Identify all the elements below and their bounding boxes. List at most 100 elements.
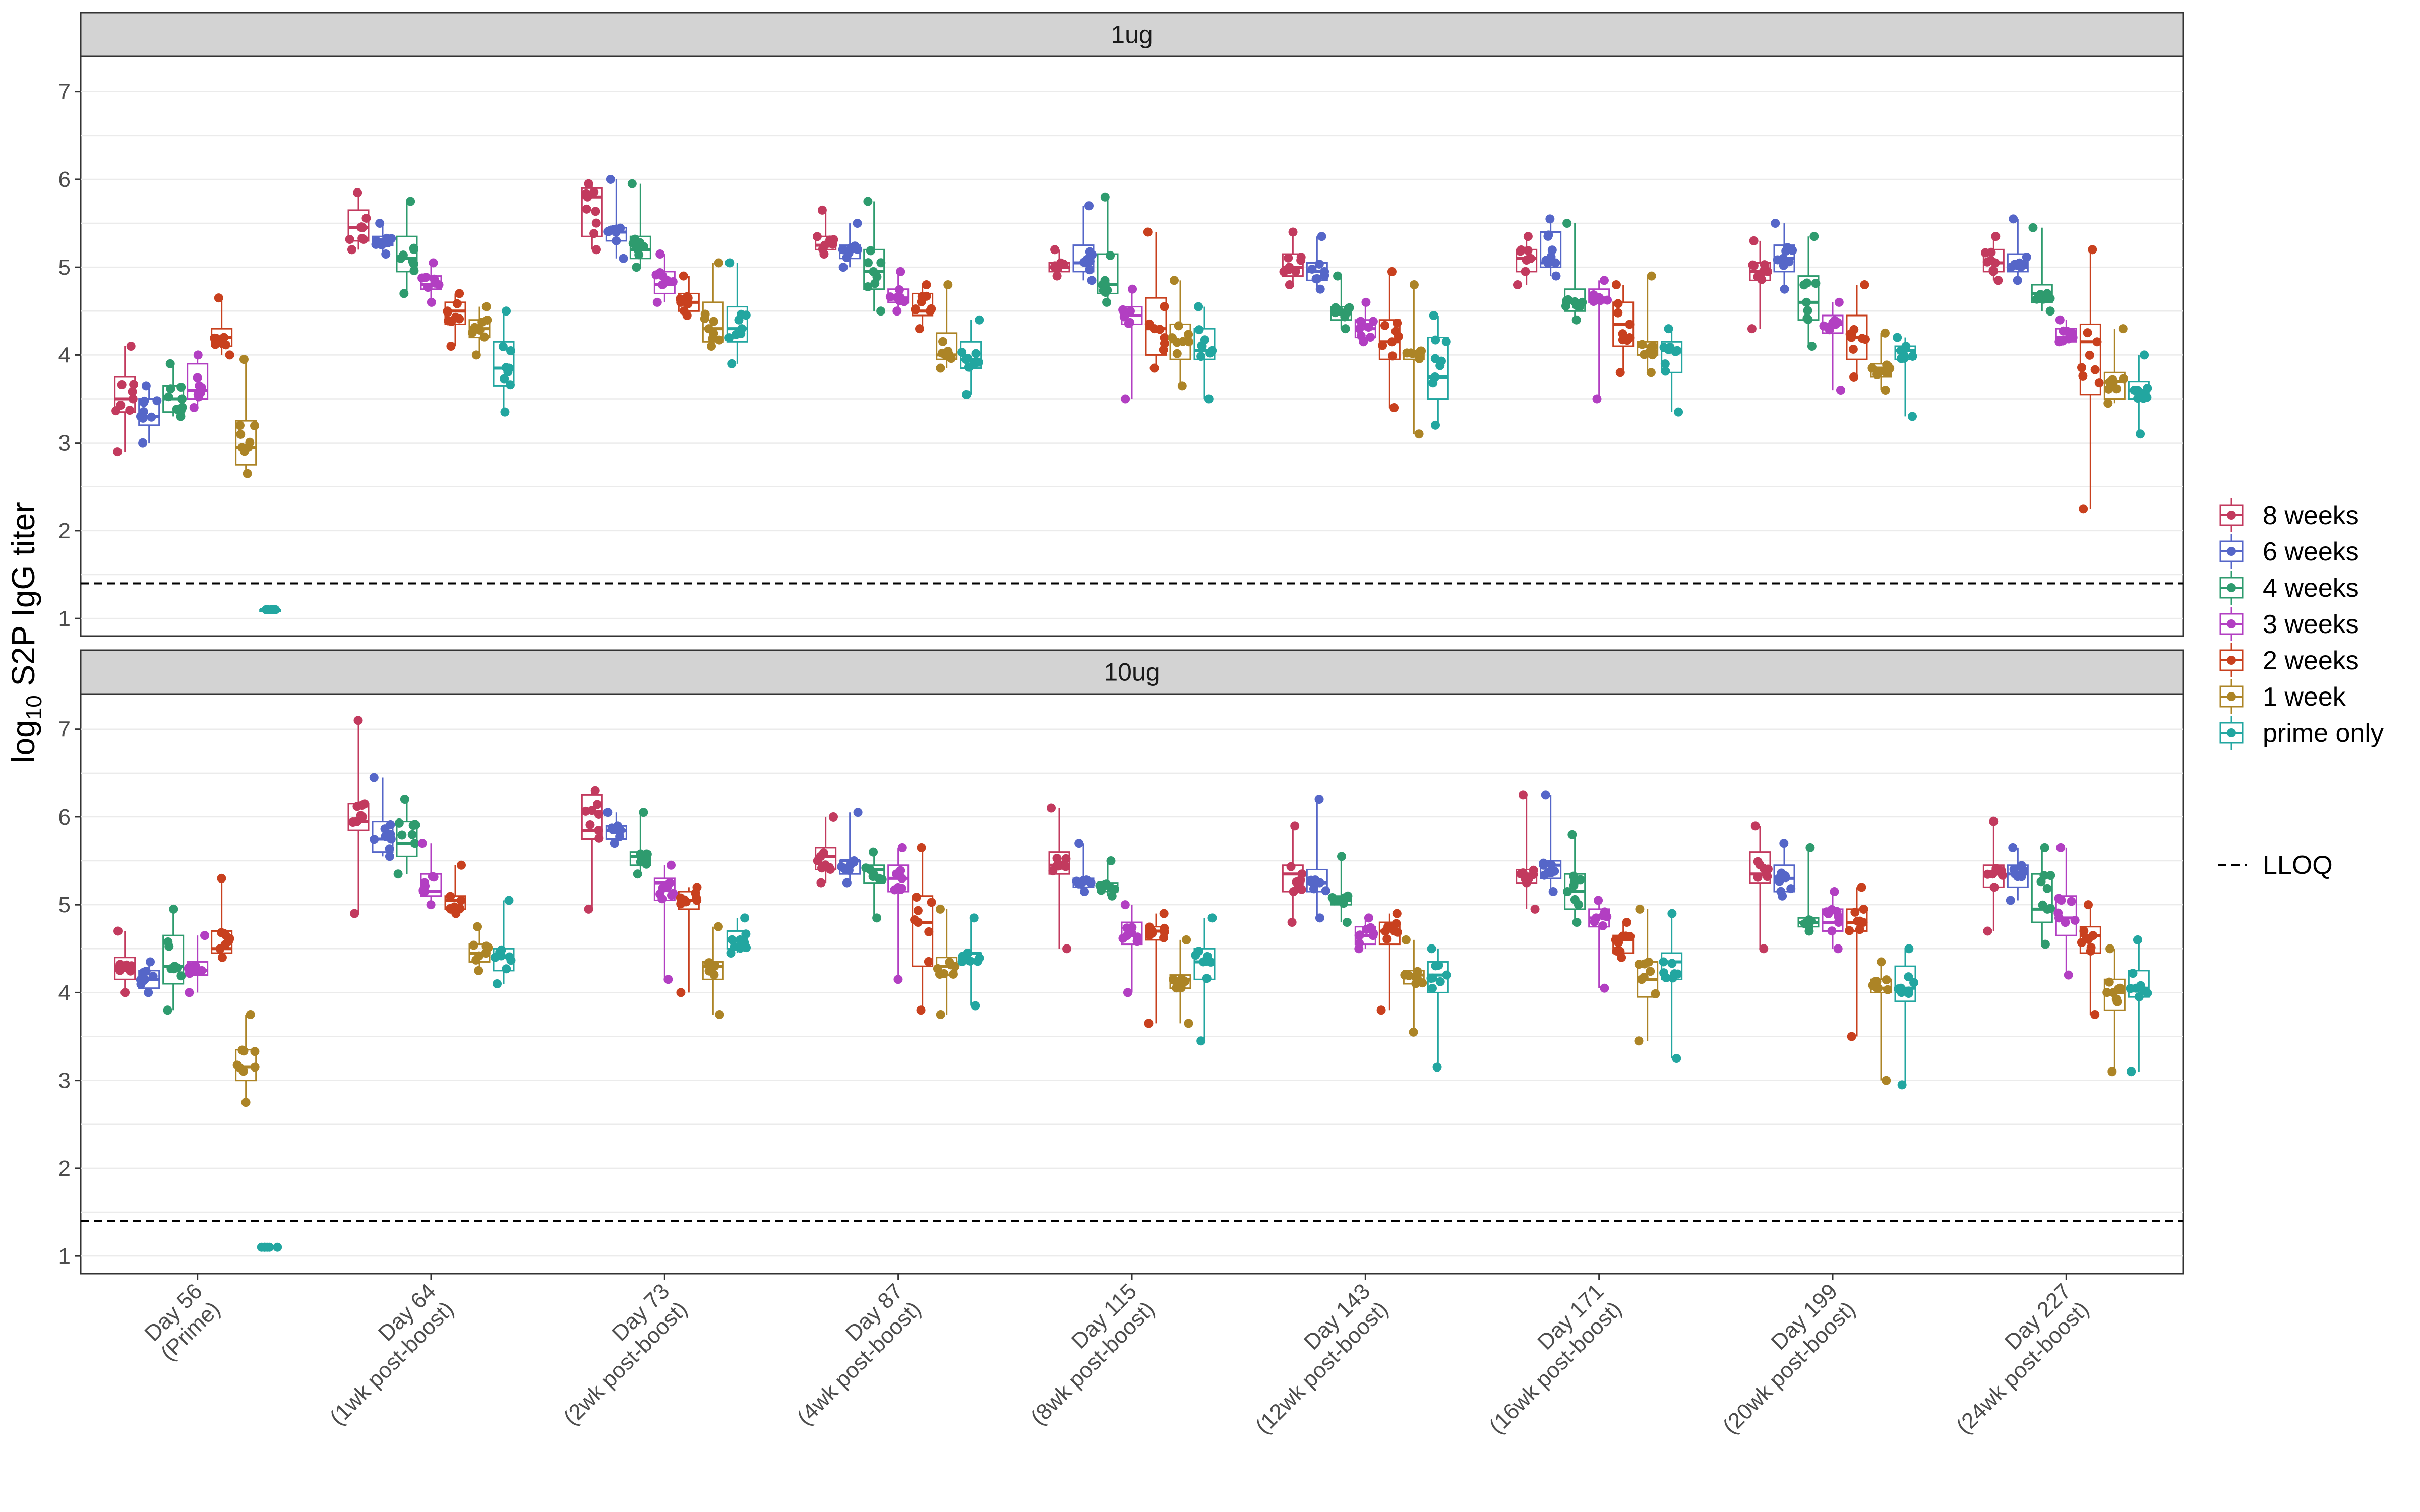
box-2-weeks xyxy=(1143,227,1169,373)
data-point xyxy=(451,312,460,322)
data-point xyxy=(1521,267,1530,276)
legend-label: 1 week xyxy=(2263,682,2346,712)
data-point xyxy=(1771,219,1780,228)
box-body xyxy=(162,934,185,985)
data-point xyxy=(676,294,685,304)
data-point xyxy=(2092,337,2102,347)
data-point xyxy=(1625,320,1635,329)
data-point xyxy=(917,843,926,852)
box-8-weeks xyxy=(581,179,603,255)
data-point xyxy=(1622,918,1631,927)
data-point xyxy=(876,306,886,316)
box-prime-only xyxy=(1426,944,1451,1072)
data-point xyxy=(2070,915,2080,925)
data-point xyxy=(1909,978,1919,987)
data-point xyxy=(1849,372,1859,382)
data-point xyxy=(2105,944,2115,954)
data-point xyxy=(273,1242,282,1252)
box-4-weeks xyxy=(627,179,651,272)
data-point xyxy=(2077,363,2086,372)
data-point xyxy=(1822,907,1831,917)
box-3-weeks xyxy=(417,839,442,910)
data-point xyxy=(163,1005,172,1015)
data-point xyxy=(176,971,186,981)
data-point xyxy=(1830,887,1839,897)
panel-title: 10ug xyxy=(1104,658,1160,686)
data-point xyxy=(1599,276,1609,285)
data-point xyxy=(2059,326,2068,336)
data-point xyxy=(817,205,827,215)
data-point xyxy=(260,1242,269,1252)
data-point xyxy=(1986,256,1995,265)
data-point xyxy=(235,421,245,430)
data-point xyxy=(1877,957,1886,967)
data-point xyxy=(973,957,982,966)
box-1-week xyxy=(1868,957,1893,1085)
data-point xyxy=(408,257,417,266)
data-point xyxy=(225,350,234,360)
data-point xyxy=(1857,334,1867,343)
data-point xyxy=(1100,192,1110,202)
data-point xyxy=(243,469,252,478)
data-point xyxy=(590,786,600,795)
data-point xyxy=(1880,328,1890,338)
data-point xyxy=(2136,981,2145,990)
box-1-week xyxy=(1637,271,1659,377)
data-point xyxy=(457,860,466,870)
data-point xyxy=(1784,257,1794,267)
data-point xyxy=(407,830,417,839)
data-point xyxy=(1378,341,1387,350)
data-point xyxy=(874,873,883,883)
data-point xyxy=(1753,872,1763,882)
data-point xyxy=(217,873,226,883)
data-point xyxy=(1618,329,1627,339)
data-point xyxy=(912,893,921,902)
data-point xyxy=(1120,900,1130,910)
data-point xyxy=(741,929,751,939)
data-point xyxy=(2008,843,2018,852)
data-point xyxy=(1885,363,1895,373)
box-6-weeks xyxy=(1306,232,1329,294)
box-body xyxy=(1661,341,1683,373)
data-point xyxy=(2016,262,2026,272)
data-point xyxy=(1341,324,1350,334)
data-point xyxy=(357,222,367,232)
data-point xyxy=(237,1045,247,1055)
data-point xyxy=(1050,245,1060,255)
y-tick-label: 5 xyxy=(58,893,71,917)
data-point xyxy=(250,421,259,430)
data-point xyxy=(1337,852,1346,861)
data-point xyxy=(826,864,835,874)
data-point xyxy=(850,241,860,251)
data-point xyxy=(2094,378,2104,388)
data-point xyxy=(863,258,873,268)
data-point xyxy=(589,229,599,238)
data-point xyxy=(502,964,511,974)
data-point xyxy=(938,337,948,346)
data-point xyxy=(582,204,591,214)
data-point xyxy=(1759,864,1769,873)
data-point xyxy=(910,915,920,925)
data-point xyxy=(2040,843,2049,852)
data-point xyxy=(1435,977,1445,986)
data-point xyxy=(1615,368,1625,377)
data-point xyxy=(1404,971,1414,980)
box-prime-only xyxy=(1894,944,1919,1090)
data-point xyxy=(2009,214,2018,224)
data-point xyxy=(1545,214,1555,224)
data-point xyxy=(193,373,202,383)
data-point xyxy=(816,878,826,888)
data-point xyxy=(1847,1032,1856,1041)
box-6-weeks xyxy=(838,219,863,272)
data-point xyxy=(1660,359,1670,369)
data-point xyxy=(1307,264,1317,274)
data-point xyxy=(1343,891,1353,901)
data-point xyxy=(872,272,882,282)
data-point xyxy=(177,394,187,404)
data-point xyxy=(812,232,822,241)
data-point xyxy=(1047,803,1056,813)
data-point xyxy=(1567,830,1577,839)
legend-label: 8 weeks xyxy=(2263,501,2359,530)
box-6-weeks xyxy=(2006,214,2031,285)
